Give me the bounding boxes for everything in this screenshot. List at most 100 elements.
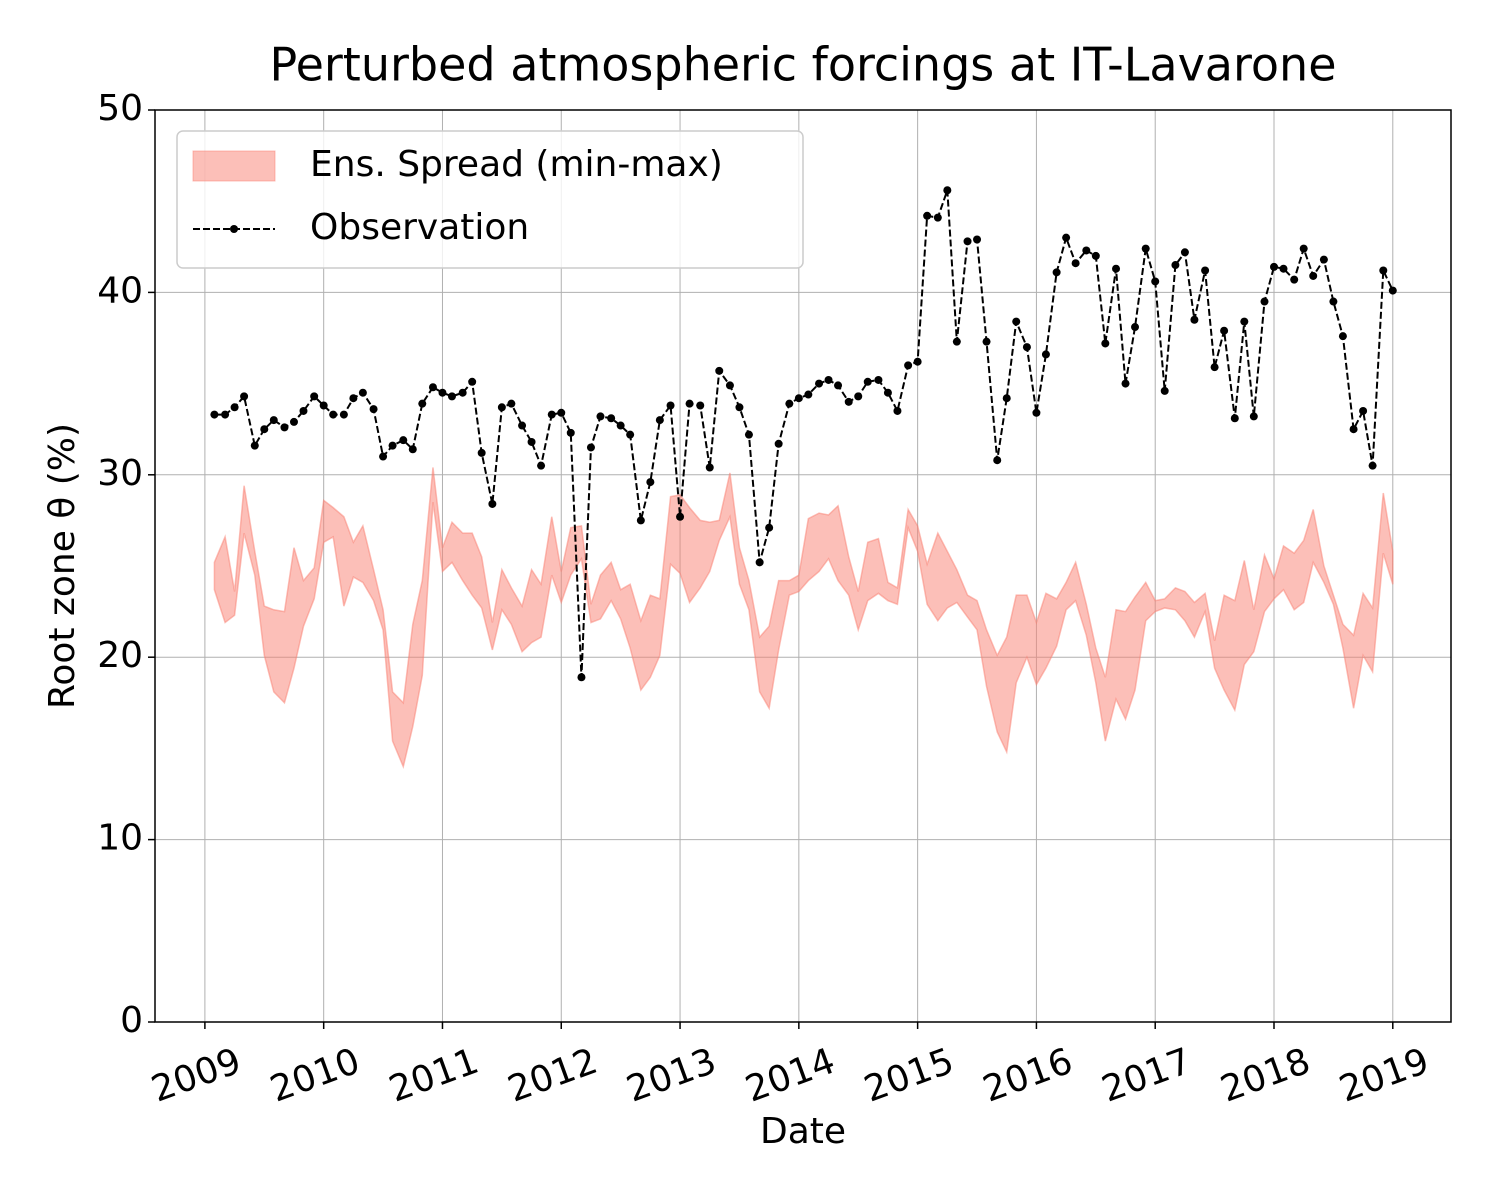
observation-point [774,439,783,448]
observation-point [1379,266,1388,275]
axes-frame [154,109,1452,1023]
observation-point [725,381,734,390]
observation-point [696,401,705,410]
observation-point [1319,255,1328,264]
observation-point [685,399,694,408]
observation-point [1091,251,1100,260]
observation-point [1230,414,1239,423]
observation-point [804,390,813,399]
observation-point [1071,259,1080,268]
observation-point [1349,425,1358,434]
observation-point [785,399,794,408]
observation-point [1141,244,1150,253]
observation-point [744,430,753,439]
x-tick-label: 2014 [740,1041,840,1111]
observation-point [379,452,388,461]
observation-point [1121,379,1130,388]
observation-point [844,397,853,406]
legend-swatch [192,150,276,182]
observation-point [596,412,605,421]
observation-point [904,361,913,370]
observation-point [1299,244,1308,253]
observation-point [260,425,269,434]
observation-point [1101,339,1110,348]
observation-point [794,394,803,403]
observation-point [221,410,230,419]
observation-point [547,410,556,419]
x-tick-label: 2011 [384,1041,484,1111]
observation-point [874,375,883,384]
observation-point [735,403,744,412]
x-tick-label: 2018 [1215,1041,1315,1111]
observation-point [388,441,397,450]
observation-point [329,410,338,419]
observation-point [1249,412,1258,421]
observation-point [993,456,1002,465]
observation-point [1309,271,1318,280]
observation-point [666,401,675,410]
observation-point [210,410,219,419]
observation-point [765,523,774,532]
x-tick-label: 2012 [503,1041,603,1111]
observation-point [824,375,833,384]
observation-point [893,406,902,415]
observation-point [289,417,298,426]
observation-point [982,337,991,346]
observation-point [1022,343,1031,352]
observation-point [1368,461,1377,470]
observation-point [339,410,348,419]
observation-point [607,414,616,423]
y-tick-label: 30 [97,453,143,494]
y-tick-label: 10 [97,818,143,859]
observation-point [616,421,625,430]
observation-point [557,408,566,417]
observation-point [369,405,378,414]
y-tick-label: 0 [120,1000,143,1041]
observation-point [537,461,546,470]
observation-point [586,443,595,452]
observation-point [1190,315,1199,324]
observation-point [408,445,417,454]
observation-point [1210,363,1219,372]
observation-point [676,512,685,521]
observation-point [1131,323,1140,332]
observation-point [834,381,843,390]
x-tick-label: 2017 [1097,1041,1197,1111]
observation-point [1201,266,1210,275]
observation-point [349,394,358,403]
observation-point [428,383,437,392]
observation-point [230,403,239,412]
observation-point [705,463,714,472]
observation-point [310,392,319,401]
observation-point [933,213,942,222]
x-tick-label: 2019 [1334,1041,1434,1111]
observation-point [1388,286,1397,295]
observation-point [399,436,408,445]
observation-point [1220,326,1229,335]
observation-point [715,366,724,375]
x-tick-label: 2013 [621,1041,721,1111]
observation-point [280,423,289,432]
observation-point [1260,297,1269,306]
observation-point [477,448,486,457]
x-tick-label: 2010 [265,1041,365,1111]
x-tick-label: 2015 [859,1041,959,1111]
observation-point [1180,248,1189,257]
observation-point [1290,275,1299,284]
observation-line [214,189,1394,678]
y-axis-label: Root zone θ (%) [42,423,83,709]
observation-point [815,379,824,388]
observation-point [646,478,655,487]
observation-point [319,401,328,410]
observation-point [963,237,972,246]
observation-point [1112,264,1121,273]
observation-point [1279,264,1288,273]
y-tick-label: 20 [97,635,143,676]
observation-point [952,337,961,346]
observation-point [518,421,527,430]
observation-point [636,516,645,525]
observation-point [250,441,259,450]
observation-point [883,388,892,397]
observation-point [447,392,456,401]
observation-point [438,388,447,397]
